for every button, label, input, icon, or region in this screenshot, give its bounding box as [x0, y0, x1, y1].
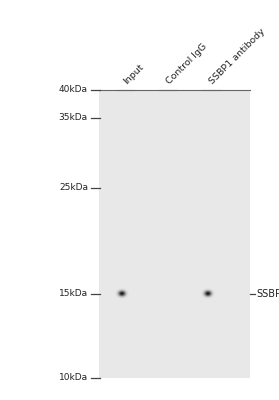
Text: SSBP1: SSBP1 [257, 289, 279, 299]
Text: Input: Input [121, 62, 145, 86]
Text: SSBP1 antibody: SSBP1 antibody [208, 27, 267, 86]
Text: 35kDa: 35kDa [59, 113, 88, 122]
Text: 40kDa: 40kDa [59, 86, 88, 94]
Bar [99, 90, 250, 378]
Text: 15kDa: 15kDa [59, 289, 88, 298]
Text: 10kDa: 10kDa [59, 374, 88, 382]
Text: 25kDa: 25kDa [59, 183, 88, 192]
Text: Control IgG: Control IgG [165, 42, 209, 86]
